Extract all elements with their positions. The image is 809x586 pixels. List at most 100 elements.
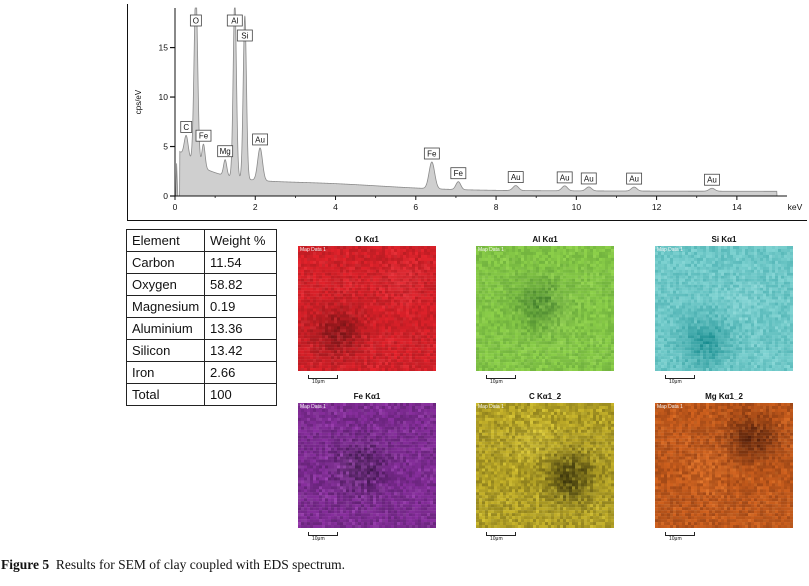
x-tick-label: 0 (173, 202, 178, 212)
element-map-silicon: Si Kα1 Map Data 1 10μm (655, 234, 793, 386)
peak-label-box (580, 172, 597, 185)
y-tick-label: 15 (159, 43, 169, 53)
element-name: Silicon (126, 339, 205, 362)
x-axis-unit: keV (788, 202, 803, 212)
element-map-magnesium: Mg Kα1_2 Map Data 1 10μm (655, 391, 793, 543)
map-title: Mg Kα1_2 (705, 392, 743, 401)
scale-bar-line (308, 375, 338, 379)
map-image: Map Data 1 (298, 246, 436, 371)
scale-bar: 10μm (298, 531, 436, 543)
column-header-weight: Weight % (204, 229, 277, 252)
scale-bar: 10μm (298, 374, 436, 386)
element-map-oxygen: O Kα1 Map Data 1 10μm (298, 234, 436, 386)
y-tick-label: 0 (163, 191, 168, 201)
element-name: Magnesium (126, 295, 205, 318)
map-title: C Kα1_2 (528, 392, 562, 401)
peak-label: Si (241, 32, 248, 41)
y-axis-label: cps/eV (134, 89, 143, 114)
peak-label-box (252, 133, 268, 146)
peak-label-box (180, 121, 193, 133)
element-name: Oxygen (126, 273, 205, 296)
peak-label-box (450, 167, 467, 180)
table-row: Silicon 13.42 (126, 339, 277, 362)
x-tick-label: 12 (652, 202, 662, 212)
y-tick-label: 10 (159, 92, 169, 102)
table-row: Aluminium 13.36 (126, 317, 277, 340)
scale-bar: 10μm (476, 531, 614, 543)
scale-bar-label: 10μm (312, 536, 325, 542)
scale-bar-line (308, 532, 338, 536)
map-noise-image (476, 403, 614, 528)
element-map-carbon: C Kα1_2 Map Data 1 10μm (476, 391, 614, 543)
scale-bar-line (486, 532, 516, 536)
figure-number: Figure 5 (1, 557, 50, 572)
map-image: Map Data 1 (655, 246, 793, 371)
element-name: Carbon (126, 251, 205, 274)
scale-bar-label: 10μm (312, 379, 325, 385)
element-map-aluminium: Al Kα1 Map Data 1 10μm (476, 234, 614, 386)
table-row: Total 100 (126, 383, 277, 406)
map-data-label: Map Data 1 (300, 404, 326, 410)
table-row: Carbon 11.54 (126, 251, 277, 274)
table-row: Oxygen 58.82 (126, 273, 277, 296)
map-data-label: Map Data 1 (478, 247, 504, 253)
peak-label: Fe (199, 132, 209, 141)
x-tick-label: 4 (333, 202, 338, 212)
element-weight: 2.66 (204, 361, 277, 384)
map-title: Al Kα1 (532, 235, 558, 244)
map-title: Si Kα1 (711, 235, 737, 244)
scale-bar-label: 10μm (669, 379, 682, 385)
scale-bar-label: 10μm (490, 536, 503, 542)
scale-bar-line (665, 532, 695, 536)
element-name: Total (126, 383, 205, 406)
map-data-label: Map Data 1 (657, 247, 683, 253)
peak-label-box (195, 129, 212, 142)
peak-label: Al (231, 17, 238, 26)
eds-spectrum-chart: 0 5 10 15 0 2 4 6 8 10 12 14 cps/eV keV C O Fe Mg Al Si Au Fe… (127, 4, 807, 222)
element-weight: 13.36 (204, 317, 277, 340)
map-noise-image (298, 246, 436, 371)
scale-bar: 10μm (476, 374, 614, 386)
y-tick-label: 5 (163, 142, 168, 152)
x-tick-label: 2 (253, 202, 258, 212)
map-data-label: Map Data 1 (478, 404, 504, 410)
table-row: Iron 2.66 (126, 361, 277, 384)
scale-bar: 10μm (655, 531, 793, 543)
figure-caption: Figure 5 Results for SEM of clay coupled… (1, 557, 345, 573)
peak-label: Au (629, 175, 639, 184)
map-image: Map Data 1 (476, 246, 614, 371)
map-image: Map Data 1 (298, 403, 436, 528)
table-row: Magnesium 0.19 (126, 295, 277, 318)
element-weight: 11.54 (204, 251, 277, 274)
peak-label: O (193, 17, 199, 26)
peak-label: Fe (427, 150, 437, 159)
scale-bar-label: 10μm (669, 536, 682, 542)
peak-label-box (423, 147, 440, 160)
element-name: Aluminium (126, 317, 205, 340)
map-noise-image (655, 246, 793, 371)
peak-label: Au (255, 135, 265, 144)
map-image: Map Data 1 (655, 403, 793, 528)
peak-label: Au (560, 173, 570, 182)
map-title: O Kα1 (355, 235, 379, 244)
element-weight: 58.82 (204, 273, 277, 296)
peak-label-box (189, 14, 202, 27)
x-tick-label: 10 (572, 202, 582, 212)
map-data-label: Map Data 1 (657, 404, 683, 410)
element-weight: 100 (204, 383, 277, 406)
element-weight-table: Element Weight % Carbon 11.54 Oxygen 58.… (126, 229, 277, 406)
element-map-iron: Fe Kα1 Map Data 1 10μm (298, 391, 436, 543)
peak-label: Fe (454, 169, 464, 178)
peak-label: Au (707, 176, 717, 185)
map-title: Fe Kα1 (353, 392, 381, 401)
map-data-label: Map Data 1 (300, 247, 326, 253)
x-tick-label: 14 (732, 202, 742, 212)
peak-label-box (556, 171, 573, 184)
element-name: Iron (126, 361, 205, 384)
peak-label: Mg (220, 147, 231, 156)
peak-label: Au (584, 174, 594, 183)
scale-bar-line (665, 375, 695, 379)
x-tick-label: 8 (494, 202, 499, 212)
caption-text: Results for SEM of clay coupled with EDS… (55, 557, 345, 572)
peak-label-box (626, 172, 643, 185)
